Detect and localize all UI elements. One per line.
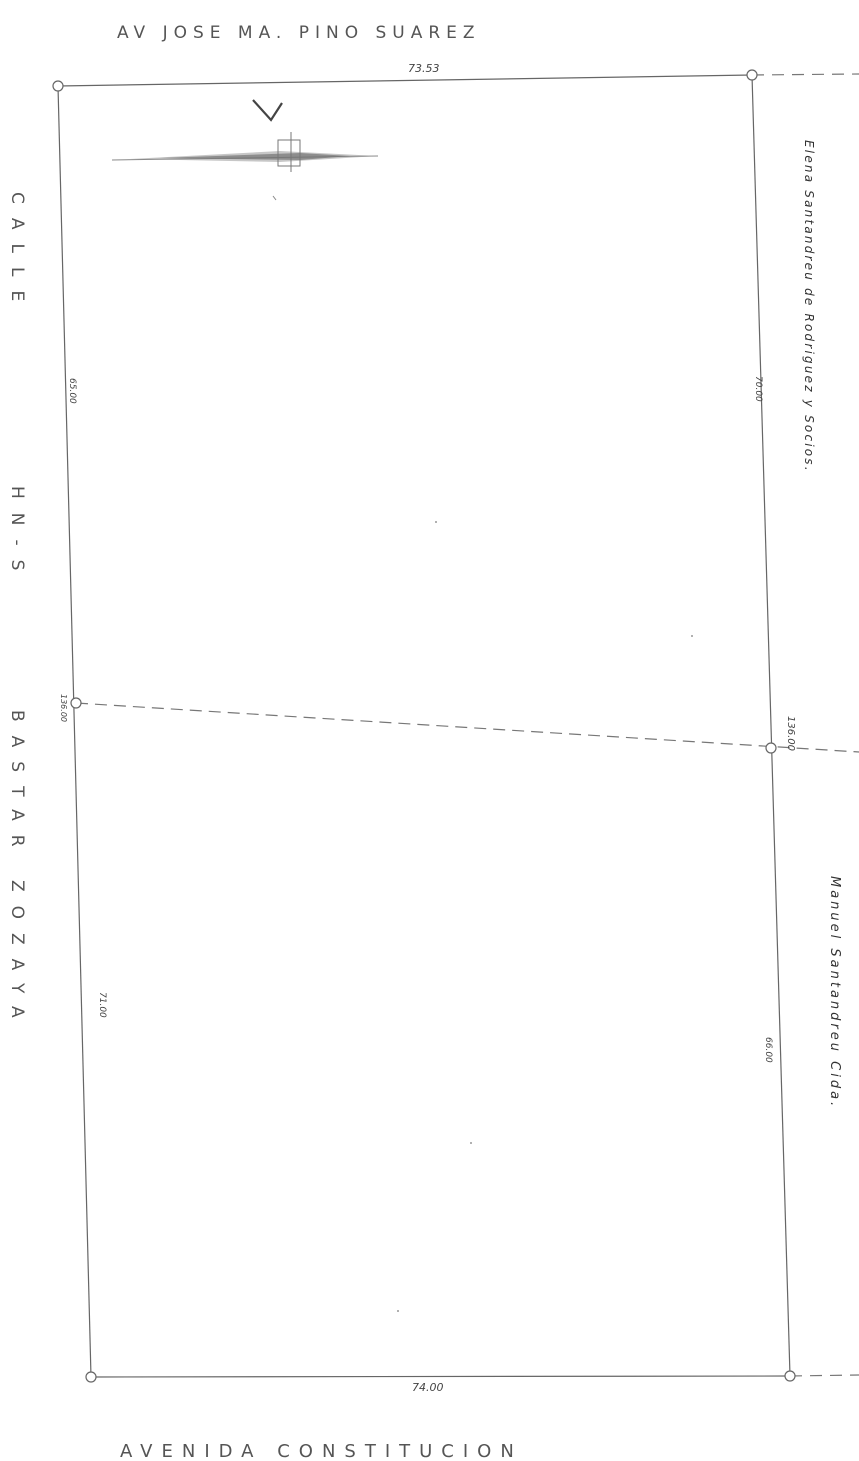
boundary-bottom-ext — [789, 1374, 859, 1377]
street-west-calle: CALLE — [7, 192, 27, 315]
dimension-left-mid: 136.00 — [59, 694, 68, 722]
scan-speck — [397, 1310, 399, 1312]
boundary-bottom — [90, 1375, 791, 1378]
street-south: AVENIDA CONSTITUCION — [120, 1441, 523, 1461]
dimension-right-lower: 66.00 — [763, 1037, 773, 1063]
boundary-top-ext — [751, 73, 859, 76]
division-line — [75, 702, 859, 753]
dimension-left-lower: 71.00 — [97, 992, 107, 1018]
boundary-top — [57, 74, 753, 87]
corner-marker — [784, 1370, 796, 1382]
dimension-top: 73.53 — [408, 62, 440, 75]
street-west-bastar-zozaya: BASTAR ZOZAYA — [7, 710, 27, 1032]
corner-marker — [85, 1371, 97, 1383]
boundary-left — [57, 85, 92, 1378]
dimension-left-upper: 65.00 — [67, 378, 77, 404]
dimension-bottom: 74.00 — [412, 1381, 444, 1394]
scan-speck — [691, 635, 693, 637]
corner-marker — [765, 742, 777, 754]
north-arrow-icon — [111, 99, 379, 201]
scan-speck — [470, 1142, 472, 1144]
neighbor-upper: Elena Santandreu de Rodriguez y Socios. — [802, 140, 816, 473]
neighbor-lower: Manuel Santandreu Cida. — [827, 876, 842, 1109]
corner-marker — [70, 697, 82, 709]
street-west-hns: HN-S — [7, 486, 27, 584]
scan-speck — [435, 521, 437, 523]
dimension-right-mid: 136.00 — [785, 716, 796, 751]
boundary-right — [751, 74, 791, 1377]
dimension-right-upper: 70.00 — [753, 376, 763, 402]
corner-marker — [746, 69, 758, 81]
street-north: AV JOSE MA. PINO SUAREZ — [117, 23, 481, 43]
corner-marker — [52, 80, 64, 92]
